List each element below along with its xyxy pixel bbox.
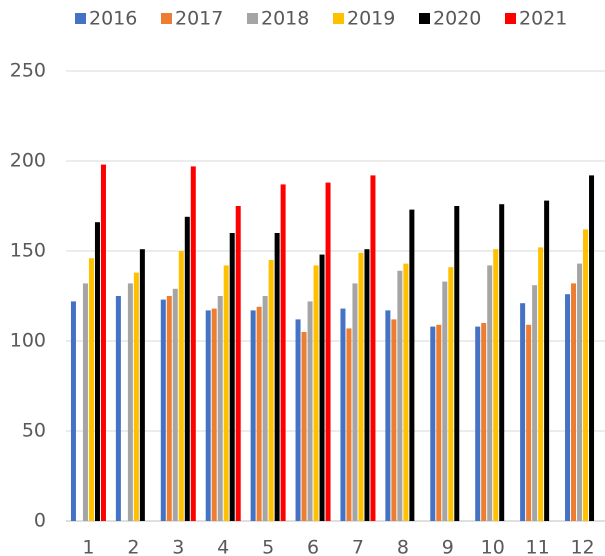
bar	[589, 175, 595, 521]
x-tick-label: 11	[526, 537, 550, 556]
bar	[178, 251, 184, 521]
bar	[295, 319, 301, 521]
x-tick-label: 3	[172, 537, 184, 556]
bar	[82, 283, 88, 521]
bar	[160, 299, 166, 521]
bar	[307, 301, 313, 521]
bar	[133, 272, 139, 521]
bar	[313, 265, 319, 521]
bar	[385, 310, 391, 521]
bar	[442, 281, 448, 521]
bar	[370, 175, 376, 521]
bar	[532, 285, 538, 521]
bar	[391, 319, 397, 521]
bar	[139, 249, 145, 521]
bar	[100, 164, 106, 521]
bar	[520, 303, 526, 521]
legend-swatch	[75, 13, 86, 24]
legend-label: 2020	[433, 8, 481, 30]
y-tick-label: 100	[10, 330, 46, 352]
y-tick-label: 150	[10, 240, 46, 262]
x-tick-label: 9	[442, 537, 454, 556]
bar	[430, 326, 436, 521]
y-tick-label: 0	[34, 510, 46, 532]
x-tick-label: 5	[262, 537, 274, 556]
y-tick-label: 200	[10, 150, 46, 172]
x-tick-label: 8	[397, 537, 409, 556]
legend-swatch	[161, 13, 172, 24]
legend-swatch	[505, 13, 516, 24]
bar	[397, 270, 403, 521]
bar	[115, 296, 121, 521]
bar	[211, 308, 217, 521]
bar	[493, 249, 499, 521]
x-tick-label: 4	[217, 537, 229, 556]
y-tick-label: 50	[22, 420, 46, 442]
bar	[340, 308, 346, 521]
bar	[229, 233, 235, 521]
bar	[190, 166, 196, 521]
bar	[358, 252, 364, 522]
bar	[403, 263, 409, 521]
bar	[184, 216, 190, 522]
bar	[217, 296, 223, 521]
x-tick-label: 1	[82, 537, 94, 556]
bar	[70, 301, 76, 521]
bar	[352, 283, 358, 521]
bar	[571, 283, 577, 521]
legend-label: 2019	[347, 8, 395, 30]
legend-label: 2021	[519, 8, 567, 30]
bar	[280, 184, 286, 521]
bar	[166, 296, 172, 521]
legend-swatch	[419, 13, 430, 24]
y-tick-label: 250	[10, 60, 46, 82]
bar	[481, 323, 487, 521]
bar	[565, 294, 571, 521]
bar	[268, 260, 274, 521]
bar	[346, 328, 352, 521]
bar	[256, 306, 262, 521]
bar	[235, 206, 241, 521]
bar	[487, 265, 493, 521]
bar	[454, 206, 460, 521]
legend-label: 2016	[89, 8, 137, 30]
bar	[364, 249, 370, 521]
bar	[526, 324, 532, 521]
bar	[262, 296, 268, 521]
bar	[319, 254, 325, 521]
bar	[577, 263, 583, 521]
bar	[250, 310, 256, 521]
legend-label: 2017	[175, 8, 223, 30]
bar	[274, 233, 280, 521]
bar	[88, 258, 94, 521]
bar	[409, 209, 415, 521]
x-tick-label: 10	[481, 537, 505, 556]
x-tick-label: 6	[307, 537, 319, 556]
bar	[538, 247, 544, 521]
legend-label: 2018	[261, 8, 309, 30]
x-tick-label: 12	[570, 537, 594, 556]
bar	[448, 267, 454, 521]
bar	[436, 324, 442, 521]
bar	[172, 288, 178, 521]
bar	[544, 200, 550, 521]
x-tick-label: 7	[352, 537, 364, 556]
legend-swatch	[333, 13, 344, 24]
bar	[583, 229, 589, 521]
bar	[475, 326, 481, 521]
bar	[223, 265, 229, 521]
x-tick-label: 2	[127, 537, 139, 556]
bar	[205, 310, 211, 521]
bar	[94, 222, 100, 521]
bar	[301, 332, 307, 521]
legend-swatch	[247, 13, 258, 24]
bar	[127, 283, 133, 521]
bar	[499, 204, 505, 521]
bar	[325, 182, 331, 521]
